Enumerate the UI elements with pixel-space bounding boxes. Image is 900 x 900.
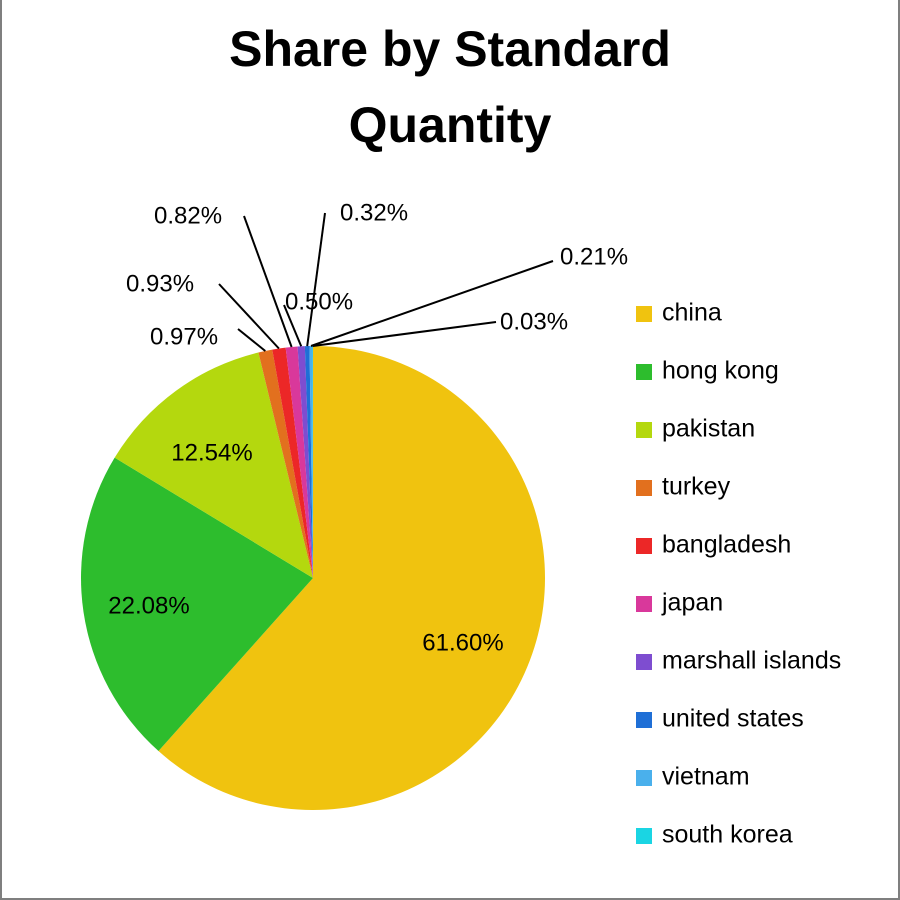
- leader-line-bangladesh: [218, 283, 280, 350]
- chart-title-line-1: Share by Standard: [229, 21, 671, 77]
- pie-slices: [81, 345, 546, 810]
- legend-label-hong-kong: hong kong: [662, 357, 779, 385]
- pie-slice-pakistan: [114, 352, 313, 578]
- leader-line-japan: [243, 215, 293, 348]
- data-label-china: 61.60%: [422, 629, 503, 656]
- leader-line-marshall-islands: [283, 304, 303, 347]
- legend-label-vietnam: vietnam: [662, 763, 750, 791]
- legend-label-japan: japan: [661, 589, 723, 617]
- legend-swatch-china: [636, 306, 652, 322]
- leader-line-turkey: [237, 328, 266, 352]
- pie-slice-japan: [285, 346, 313, 578]
- legend-label-pakistan: pakistan: [662, 415, 755, 443]
- data-label-south-korea: 0.03%: [500, 308, 568, 335]
- data-label-japan: 0.82%: [154, 202, 222, 229]
- data-label-vietnam: 0.21%: [560, 243, 628, 270]
- data-labels: 61.60% 22.08% 12.54% 0.97% 0.93% 0.82% 0.50% 0.…: [108, 199, 628, 656]
- legend-swatch-vietnam: [636, 770, 652, 786]
- legend-swatch-pakistan: [636, 422, 652, 438]
- data-label-bangladesh: 0.93%: [126, 270, 194, 297]
- leader-line-vietnam: [310, 260, 554, 347]
- data-label-pakistan: 12.54%: [171, 439, 252, 466]
- data-label-hong-kong: 22.08%: [108, 592, 189, 619]
- legend-label-marshall-islands: marshall islands: [662, 647, 841, 675]
- legend-swatch-bangladesh: [636, 538, 652, 554]
- data-label-united-states: 0.32%: [340, 199, 408, 226]
- legend-swatch-hong-kong: [636, 364, 652, 380]
- legend-label-china: china: [662, 299, 722, 327]
- legend-label-turkey: turkey: [662, 473, 731, 501]
- legend-label-south-korea: south korea: [662, 821, 793, 849]
- chart-title-line-2: Quantity: [348, 97, 552, 153]
- legend-swatch-marshall-islands: [636, 654, 652, 670]
- legend-swatch-japan: [636, 596, 652, 612]
- legend-label-united-states: united states: [662, 705, 804, 733]
- legend: china hong kong pakistan turkey bangladesh ja…: [636, 299, 841, 849]
- data-label-marshall-islands: 0.50%: [285, 288, 353, 315]
- data-label-turkey: 0.97%: [150, 323, 218, 350]
- legend-swatch-turkey: [636, 480, 652, 496]
- pie-slice-hong-kong: [81, 457, 313, 752]
- legend-swatch-south-korea: [636, 828, 652, 844]
- pie-slice-vietnam: [309, 346, 313, 578]
- pie-slice-bangladesh: [272, 347, 313, 578]
- pie-slice-united-states: [304, 346, 313, 578]
- leader-line-south-korea: [312, 321, 497, 347]
- legend-swatch-united-states: [636, 712, 652, 728]
- pie-slice-turkey: [258, 349, 313, 578]
- legend-label-bangladesh: bangladesh: [662, 531, 791, 559]
- pie-slice-marshall-islands: [297, 346, 313, 578]
- leader-line-united-states: [306, 212, 326, 347]
- pie-slice-china: [158, 346, 546, 810]
